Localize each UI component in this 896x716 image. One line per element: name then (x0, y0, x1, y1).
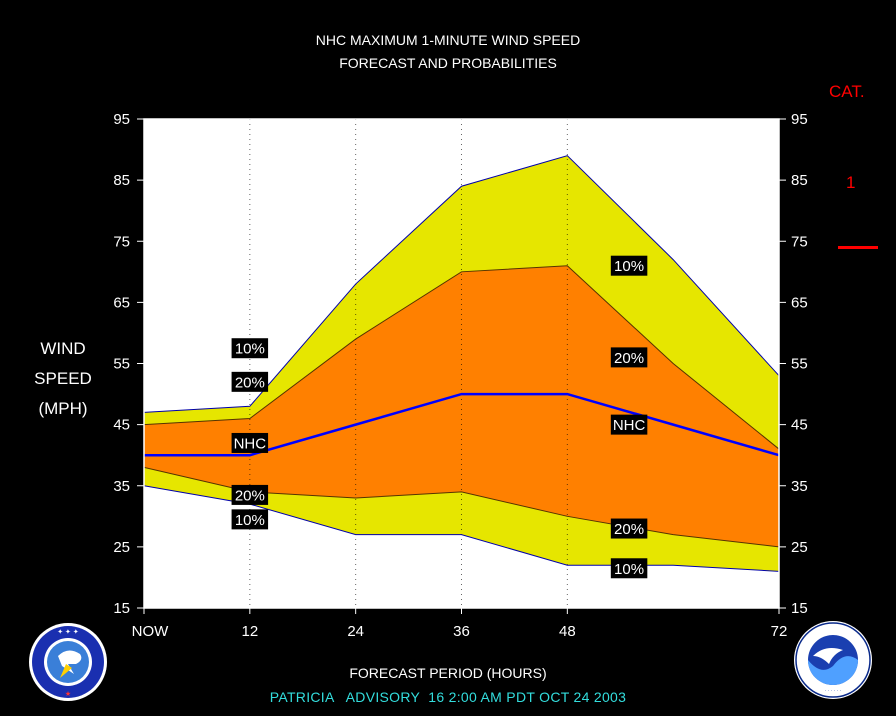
chart-title-line1: NHC MAXIMUM 1-MINUTE WIND SPEED (315, 32, 581, 48)
y-tick-label-right: 45 (791, 417, 808, 434)
svg-text:· · · · · ·: · · · · · · (825, 688, 842, 694)
series-line-nhc (144, 392, 780, 457)
y-tick-label-left: 65 (113, 294, 130, 311)
y-tick-label-left: 55 (113, 356, 130, 373)
y-tick-label-left: 35 (113, 478, 130, 495)
series-label-box (610, 518, 648, 539)
series-label-box (231, 509, 269, 530)
x-tick-label: NOW (132, 623, 170, 640)
y-tick-label-right: 75 (791, 233, 808, 250)
advisory-line: PATRICIA ADVISORY 16 2:00 AM PDT OCT 24 … (269, 689, 627, 705)
x-tick-label: 12 (241, 623, 258, 640)
x-axis-label: FORECAST PERIOD (HOURS) (349, 665, 547, 681)
series-line-upper-10 (143, 155, 780, 413)
x-tick-label: 72 (771, 623, 788, 640)
series-label: 20% (235, 487, 265, 504)
series-label: 10% (235, 512, 265, 529)
series-label: 20% (235, 374, 265, 391)
series-label: 10% (614, 258, 644, 275)
band-20-percent (144, 265, 779, 547)
svg-text:★: ★ (65, 690, 71, 698)
series-label-box (610, 414, 648, 435)
y-tick-label-left: 45 (113, 417, 130, 434)
x-tick-label: 48 (559, 623, 576, 640)
category-marker (838, 246, 878, 249)
series-label: 20% (614, 350, 644, 367)
series-label-box (231, 484, 269, 505)
chart-title-line2: FORECAST AND PROBABILITIES (339, 55, 557, 71)
y-tick-label-right: 55 (791, 356, 808, 373)
series-label-box (231, 338, 269, 359)
series-label-box (231, 371, 269, 392)
y-axis-label-line3: (MPH) (38, 399, 88, 418)
y-tick-label-left: 75 (113, 233, 130, 250)
y-tick-label-right: 35 (791, 478, 808, 495)
series-label-box (610, 347, 648, 368)
y-tick-label-left: 15 (113, 600, 130, 617)
y-tick-label-left: 95 (113, 111, 130, 128)
category-heading: CAT. (829, 82, 865, 101)
series-label: 20% (614, 521, 644, 538)
y-tick-label-right: 15 (791, 600, 808, 617)
series-label-box (610, 558, 648, 579)
noaa-logo: · · · · · · (794, 621, 872, 699)
y-tick-label-right: 25 (791, 539, 808, 556)
series-label: 10% (614, 561, 644, 578)
series-label: 10% (235, 341, 265, 358)
svg-text:✦ ✦ ✦: ✦ ✦ ✦ (57, 628, 79, 636)
x-tick-label: 36 (453, 623, 470, 640)
y-axis-label-line1: WIND (40, 339, 86, 358)
y-tick-label-right: 95 (791, 111, 808, 128)
series-label: NHC (234, 435, 267, 452)
series-label-box (610, 255, 648, 276)
y-tick-label-right: 65 (791, 294, 808, 311)
y-tick-label-right: 85 (791, 172, 808, 189)
y-tick-label-left: 85 (113, 172, 130, 189)
x-tick-label: 24 (347, 623, 364, 640)
category-value: 1 (846, 173, 856, 192)
series-line-upper-20 (143, 265, 780, 450)
y-axis-label: WIND SPEED (MPH) (18, 334, 108, 424)
national-weather-service-logo: ✦ ✦ ✦ ★ (29, 623, 107, 701)
series-label-box (231, 432, 269, 453)
y-axis-label-line2: SPEED (34, 369, 92, 388)
y-tick-label-left: 25 (113, 539, 130, 556)
series-label: NHC (613, 417, 646, 434)
